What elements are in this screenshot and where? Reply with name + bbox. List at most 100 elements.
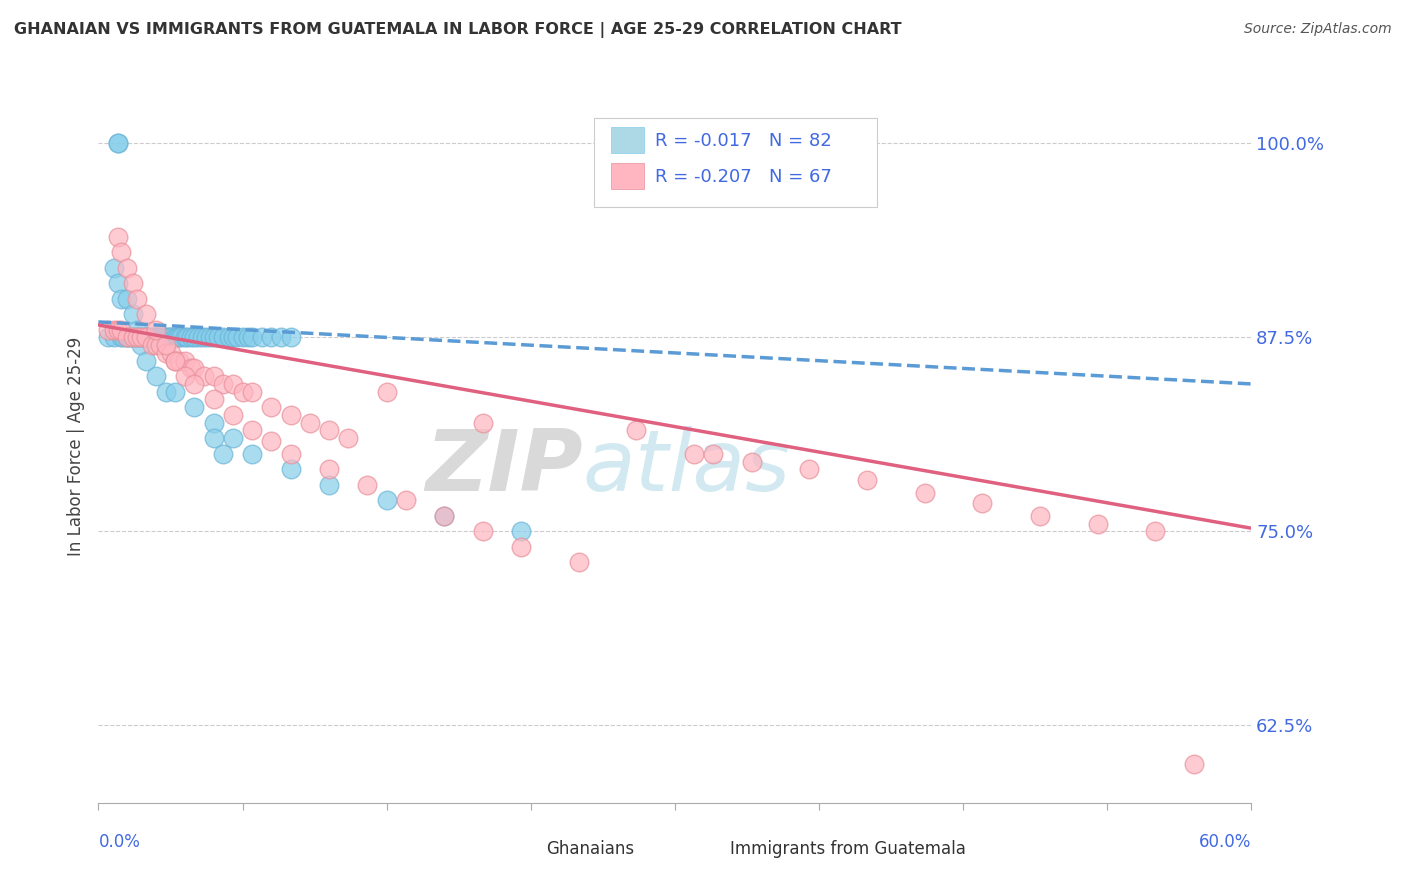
Point <box>107 136 129 151</box>
Text: R = -0.017   N = 82: R = -0.017 N = 82 <box>655 132 832 150</box>
Point <box>165 353 187 368</box>
FancyBboxPatch shape <box>595 118 877 207</box>
Point <box>176 330 198 344</box>
Point <box>218 330 240 344</box>
Point <box>141 330 163 344</box>
Point <box>125 292 148 306</box>
FancyBboxPatch shape <box>612 128 644 153</box>
Point <box>125 330 148 344</box>
Point <box>260 401 283 415</box>
Point <box>120 330 142 344</box>
Point <box>207 330 229 344</box>
Point <box>143 330 166 344</box>
Point <box>212 376 235 391</box>
Point <box>298 416 321 430</box>
Point <box>626 424 648 438</box>
Point <box>159 330 181 344</box>
Point <box>240 447 263 461</box>
Point <box>375 384 398 399</box>
Point <box>156 330 179 344</box>
Point <box>222 408 245 422</box>
FancyBboxPatch shape <box>612 163 644 189</box>
Point <box>117 330 139 344</box>
Point <box>238 330 260 344</box>
Point <box>107 229 129 244</box>
Point <box>125 330 148 344</box>
Point <box>145 338 167 352</box>
Point <box>180 330 202 344</box>
Point <box>135 330 157 344</box>
Point <box>110 330 132 344</box>
Point <box>187 330 209 344</box>
Point <box>193 369 215 384</box>
Text: Ghanaians: Ghanaians <box>546 840 634 858</box>
Point <box>152 330 174 344</box>
Point <box>155 384 177 399</box>
Point <box>167 353 190 368</box>
Point <box>167 330 190 344</box>
Point <box>510 524 533 539</box>
Text: 0.0%: 0.0% <box>98 833 141 851</box>
Point <box>122 276 145 290</box>
Point <box>433 508 456 523</box>
Point <box>135 307 157 321</box>
Point <box>260 434 283 449</box>
Point <box>972 496 994 510</box>
Point <box>155 346 177 360</box>
Text: Immigrants from Guatemala: Immigrants from Guatemala <box>730 840 966 858</box>
Point <box>280 330 302 344</box>
Point <box>165 330 187 344</box>
Point <box>280 447 302 461</box>
Point <box>141 338 163 352</box>
Point <box>202 330 225 344</box>
Text: Source: ZipAtlas.com: Source: ZipAtlas.com <box>1244 22 1392 37</box>
Point <box>202 431 225 445</box>
Point <box>135 330 157 344</box>
Point <box>280 462 302 476</box>
Point <box>183 401 205 415</box>
Point <box>129 330 152 344</box>
Point <box>122 307 145 321</box>
Point <box>174 353 197 368</box>
Point <box>260 330 283 344</box>
Point <box>112 330 135 344</box>
Point <box>741 454 763 468</box>
Point <box>240 424 263 438</box>
Point <box>1182 757 1205 772</box>
Point <box>139 330 162 344</box>
Point <box>160 330 183 344</box>
Point <box>97 323 120 337</box>
Point <box>145 330 167 344</box>
Point <box>270 330 292 344</box>
Point <box>146 330 169 344</box>
Point <box>183 376 205 391</box>
Point <box>165 384 187 399</box>
Point <box>471 524 494 539</box>
Text: GHANAIAN VS IMMIGRANTS FROM GUATEMALA IN LABOR FORCE | AGE 25-29 CORRELATION CHA: GHANAIAN VS IMMIGRANTS FROM GUATEMALA IN… <box>14 22 901 38</box>
Point <box>125 323 148 337</box>
Point <box>117 330 139 344</box>
Point <box>212 447 235 461</box>
Point <box>135 353 157 368</box>
Point <box>683 447 706 461</box>
Point <box>155 330 177 344</box>
Point <box>318 462 340 476</box>
FancyBboxPatch shape <box>697 838 723 860</box>
Point <box>122 330 145 344</box>
Point <box>145 369 167 384</box>
Point <box>103 323 125 337</box>
Point <box>174 330 197 344</box>
Point <box>97 330 120 344</box>
Point <box>118 330 141 344</box>
Point <box>1087 516 1109 531</box>
Point <box>128 330 150 344</box>
Point <box>170 330 193 344</box>
Point <box>165 353 187 368</box>
Point <box>174 369 197 384</box>
Point <box>318 424 340 438</box>
Point <box>1029 508 1052 523</box>
Point <box>180 361 202 376</box>
Point <box>231 330 254 344</box>
Point <box>166 330 188 344</box>
Point <box>395 493 418 508</box>
